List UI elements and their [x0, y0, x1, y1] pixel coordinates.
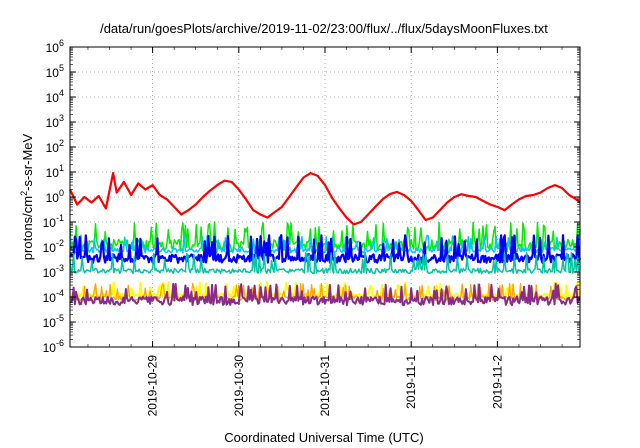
y-tick-label: 10-3: [43, 263, 64, 280]
y-tick-label: 104: [46, 88, 64, 105]
x-tick-label: 2019-10-29: [146, 355, 160, 417]
series-line-4: [69, 234, 582, 264]
x-axis-label: Coordinated Universal Time (UTC): [224, 430, 423, 445]
x-tick-label: 2019-11-1: [404, 355, 418, 409]
y-tick-label: 103: [46, 113, 64, 130]
axes: 10-6 10-5 10-4 10-3 10-2 10-1 100 101 102 103 104 1…: [43, 38, 580, 416]
y-tick-label: 10-6: [43, 338, 64, 355]
y-tick-label: 102: [46, 138, 64, 155]
series-line-7: [69, 282, 581, 302]
y-tick-label: 10-5: [43, 313, 64, 330]
x-tick-label: 2019-11-2: [490, 355, 504, 409]
y-tick-label: 105: [46, 63, 64, 80]
y-tick-label: 106: [46, 38, 64, 55]
y-tick-label: 100: [46, 188, 64, 205]
y-tick-label: 101: [46, 163, 64, 180]
series-line-6: [69, 281, 581, 298]
y-tick-label: 10-1: [43, 213, 64, 230]
series-line-8: [69, 282, 581, 307]
y-tick-label: 10-4: [43, 288, 64, 305]
y-axis-label: protons/cm2-s-sr-MeV: [19, 133, 35, 260]
x-tick-label: 2019-10-31: [318, 355, 332, 417]
series-line-5: [69, 251, 581, 275]
series-line-3: [69, 234, 581, 254]
y-tick-label: 10-2: [43, 238, 64, 255]
x-tick-label: 2019-10-30: [232, 355, 246, 417]
chart-title: /data/run/goesPlots/archive/2019-11-02/2…: [100, 21, 548, 36]
series-group: [69, 172, 582, 307]
series-line-1: [69, 172, 581, 226]
